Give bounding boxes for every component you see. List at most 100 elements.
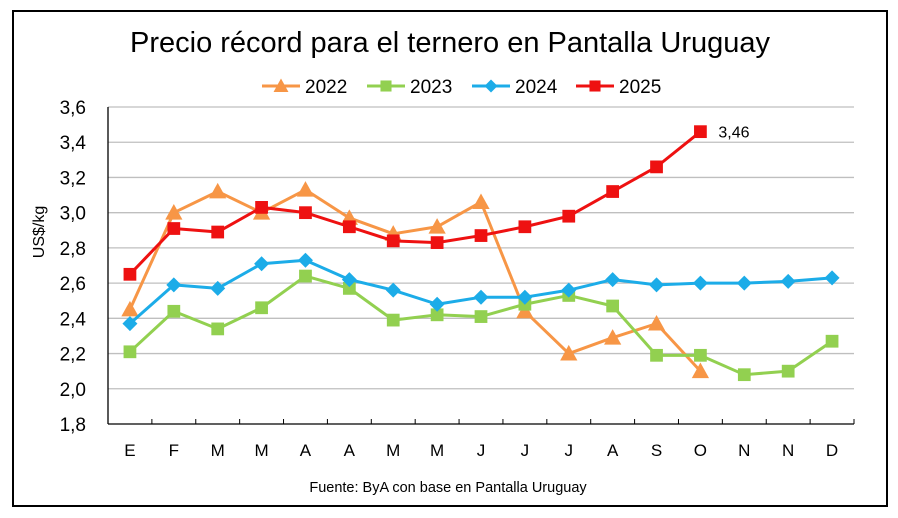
- data-point-2024: [780, 273, 796, 289]
- data-label: 3,46: [718, 125, 749, 142]
- data-point-2022: [647, 314, 666, 331]
- data-point-2024: [824, 270, 840, 286]
- data-point-2023: [474, 310, 488, 323]
- x-tick-label: N: [738, 441, 750, 460]
- data-point-2023: [606, 299, 620, 313]
- data-point-2023: [123, 345, 137, 359]
- data-point-2023: [650, 348, 663, 362]
- y-tick-label: 3,0: [60, 204, 86, 225]
- data-point-2023: [255, 301, 268, 315]
- data-point-2024: [736, 275, 752, 291]
- source-note: Fuente: ByA con base en Pantalla Uruguay: [309, 480, 587, 496]
- data-point-2025: [211, 225, 225, 239]
- y-tick-label: 2,0: [60, 380, 86, 401]
- data-point-2024: [473, 289, 489, 305]
- y-tick-label: 2,6: [60, 274, 86, 295]
- y-axis-label: US$/kg: [31, 206, 48, 258]
- data-point-2025: [299, 206, 312, 220]
- data-point-2022: [428, 218, 446, 234]
- legend-label: 2023: [410, 77, 452, 98]
- x-tick-label: J: [477, 441, 486, 460]
- data-point-2025: [562, 209, 576, 223]
- series-group: [121, 125, 840, 382]
- data-point-2025: [606, 185, 620, 198]
- data-point-2022: [472, 193, 490, 209]
- legend-marker-icon: [380, 80, 392, 92]
- legend-label: 2025: [619, 77, 661, 98]
- y-tick-label: 3,4: [60, 133, 87, 154]
- data-point-2025: [430, 236, 444, 249]
- x-tick-label: O: [694, 441, 707, 460]
- data-point-2022: [165, 204, 183, 220]
- data-point-2023: [737, 368, 751, 382]
- data-point-2022: [560, 344, 578, 361]
- data-point-2023: [825, 334, 839, 348]
- data-point-2024: [210, 280, 226, 296]
- data-point-2022: [209, 182, 227, 199]
- x-tick-label: F: [169, 441, 179, 460]
- legend-item-2022: 2022: [262, 77, 347, 98]
- data-point-2024: [649, 277, 665, 293]
- data-point-2024: [254, 256, 270, 272]
- series-2023: [123, 269, 839, 382]
- annotations: 3,46: [718, 125, 749, 142]
- data-point-2023: [386, 313, 400, 327]
- data-point-2025: [694, 125, 707, 139]
- data-point-2024: [122, 316, 138, 332]
- y-tick-labels: 1,8 2,0 2,2 2,4 2,6 2,8 3,0 3,2 3,4 3,6: [60, 98, 87, 436]
- legend-item-2024: 2024: [472, 77, 558, 98]
- data-point-2025: [386, 234, 400, 248]
- x-tick-label: A: [344, 441, 356, 460]
- legend-item-2025: 2025: [576, 77, 661, 98]
- data-point-2025: [342, 220, 356, 234]
- data-point-2025: [518, 220, 532, 234]
- y-tick-label: 2,4: [60, 309, 87, 330]
- data-point-2022: [121, 300, 139, 317]
- y-tick-label: 1,8: [60, 415, 86, 436]
- x-tick-label: J: [565, 441, 574, 460]
- data-point-2024: [166, 277, 182, 293]
- data-point-2022: [691, 362, 710, 379]
- data-point-2024: [429, 296, 445, 312]
- data-point-2023: [342, 282, 356, 295]
- data-point-2025: [167, 222, 181, 235]
- data-point-2024: [341, 272, 357, 288]
- gridlines: [108, 106, 854, 390]
- data-point-2022: [604, 329, 622, 345]
- series-2025: [123, 125, 707, 281]
- y-tick-label: 2,2: [60, 345, 86, 366]
- data-point-2023: [299, 269, 312, 283]
- legend-label: 2022: [305, 77, 347, 98]
- x-tick-label: M: [211, 441, 225, 460]
- data-point-2022: [296, 181, 315, 197]
- series-line-2022: [128, 188, 702, 373]
- data-point-2024: [605, 272, 621, 288]
- data-point-2024: [561, 282, 577, 298]
- legend-marker-icon: [484, 79, 498, 93]
- y-tick-label: 2,8: [60, 239, 86, 260]
- data-point-2025: [650, 160, 663, 174]
- legend-item-2023: 2023: [367, 77, 452, 98]
- chart-frame: [12, 10, 888, 507]
- data-point-2025: [123, 267, 137, 281]
- data-point-2023: [430, 308, 444, 322]
- x-tick-label: M: [386, 441, 400, 460]
- data-point-2024: [385, 282, 401, 298]
- data-point-2025: [255, 201, 268, 214]
- y-tick-label: 3,2: [60, 168, 86, 189]
- x-tick-label: N: [782, 441, 794, 460]
- legend: 2022 2023 2024 2025: [262, 77, 661, 98]
- data-point-2025: [474, 229, 488, 242]
- x-tick-label: M: [255, 441, 269, 460]
- x-tick-label: A: [607, 441, 619, 460]
- axes: [107, 107, 855, 425]
- legend-marker-icon: [273, 78, 289, 92]
- data-point-2023: [167, 304, 181, 318]
- data-point-2023: [781, 364, 795, 378]
- y-tick-label: 3,6: [60, 98, 86, 119]
- data-point-2024: [297, 252, 313, 268]
- data-point-2024: [692, 275, 708, 291]
- x-tick-label: A: [300, 441, 312, 460]
